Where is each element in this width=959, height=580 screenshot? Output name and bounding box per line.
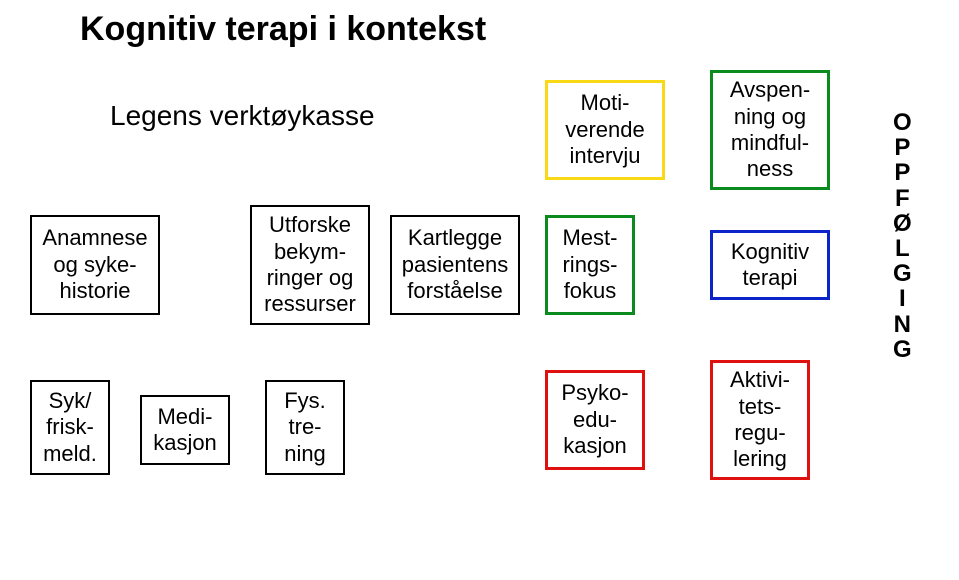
box-kognitiv: Kognitivterapi bbox=[710, 230, 830, 300]
page-title: Kognitiv terapi i kontekst bbox=[80, 10, 486, 49]
box-avspenning: Avspen-ning ogmindful-ness bbox=[710, 70, 830, 190]
box-mestring: Mest-rings-fokus bbox=[545, 215, 635, 315]
box-label: Psyko-edu-kasjon bbox=[561, 380, 628, 459]
oppfolging-letter: N bbox=[894, 312, 911, 337]
box-syk: Syk/frisk-meld. bbox=[30, 380, 110, 475]
oppfolging-letter: P bbox=[894, 135, 910, 160]
oppfolging-letter: F bbox=[895, 186, 910, 211]
oppfolging-letter: G bbox=[893, 337, 912, 362]
oppfolging-letter: P bbox=[894, 160, 910, 185]
box-label: Medi-kasjon bbox=[153, 404, 217, 457]
box-medikasjon: Medi-kasjon bbox=[140, 395, 230, 465]
subtitle: Legens verktøykasse bbox=[110, 100, 375, 132]
box-utforske: Utforskebekym-ringer ogressurser bbox=[250, 205, 370, 325]
oppfolging-vertical: OPPFØLGING bbox=[893, 110, 912, 362]
box-aktivitets: Aktivi-tets-regu-lering bbox=[710, 360, 810, 480]
box-label: Anamneseog syke-historie bbox=[42, 225, 147, 304]
box-psykoedu: Psyko-edu-kasjon bbox=[545, 370, 645, 470]
box-label: Kartleggepasientensforståelse bbox=[402, 225, 508, 304]
oppfolging-letter: O bbox=[893, 110, 912, 135]
box-label: Fys.tre-ning bbox=[284, 388, 326, 467]
oppfolging-letter: G bbox=[893, 261, 912, 286]
box-label: Moti-verendeintervju bbox=[565, 90, 645, 169]
box-kartlegge: Kartleggepasientensforståelse bbox=[390, 215, 520, 315]
box-label: Kognitivterapi bbox=[731, 239, 809, 292]
oppfolging-letter: Ø bbox=[893, 211, 912, 236]
box-label: Avspen-ning ogmindful-ness bbox=[730, 77, 810, 183]
box-motiverende: Moti-verendeintervju bbox=[545, 80, 665, 180]
box-label: Syk/frisk-meld. bbox=[43, 388, 97, 467]
box-fystrening: Fys.tre-ning bbox=[265, 380, 345, 475]
oppfolging-letter: I bbox=[899, 286, 906, 311]
box-anamnese: Anamneseog syke-historie bbox=[30, 215, 160, 315]
box-label: Utforskebekym-ringer ogressurser bbox=[264, 212, 356, 318]
box-label: Aktivi-tets-regu-lering bbox=[730, 367, 790, 473]
oppfolging-letter: L bbox=[895, 236, 910, 261]
box-label: Mest-rings-fokus bbox=[562, 225, 617, 304]
